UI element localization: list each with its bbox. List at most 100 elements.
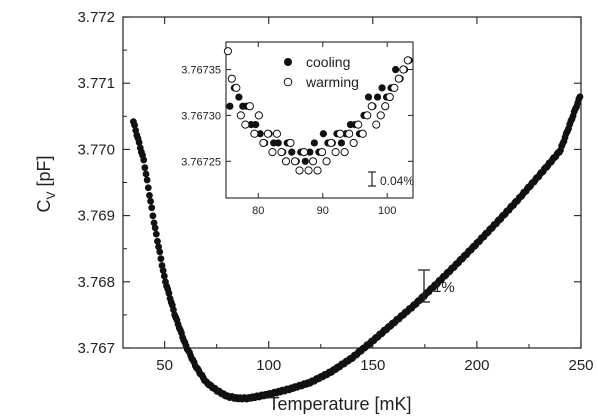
inset-point-warming [354, 120, 363, 129]
inset-point-warming [349, 138, 358, 148]
inset-point-warming [345, 129, 354, 138]
main-data-point [143, 176, 151, 184]
main-data-point [135, 139, 143, 146]
inset-point-warming [313, 166, 322, 175]
inset-point-cooling [364, 93, 373, 101]
inset-x-tick-label: 100 [378, 205, 396, 217]
inset-point-warming [331, 148, 340, 157]
inset-point-warming [317, 148, 327, 157]
inset-y-tick-label: 3.76730 [181, 110, 221, 122]
inset-point-warming [227, 74, 236, 83]
inset-point-warming [277, 148, 286, 157]
y-axis-title-unit: [pF] [34, 155, 54, 186]
inset-point-cooling [226, 102, 234, 110]
legend-marker-cooling [284, 58, 292, 66]
inset-point-cooling [306, 148, 314, 156]
main-y-tick-label: 3.771 [77, 75, 115, 92]
inset-y-tick-label: 3.76735 [181, 65, 221, 77]
inset-point-warming [299, 148, 309, 157]
inset-point-warming [376, 111, 385, 120]
main-data-point [151, 224, 159, 232]
inset-point-warming [241, 120, 250, 129]
inset-point-warming [390, 83, 399, 92]
inset-data-series [223, 47, 413, 175]
main-y-axis: 3.767 3.768 3.769 3.770 3.771 3.772 [77, 9, 581, 357]
main-data-point [141, 164, 149, 172]
svg-text:CV [pF]: CV [pF] [34, 155, 58, 212]
inset-point-warming [223, 47, 233, 56]
inset-point-cooling [373, 93, 382, 101]
inset-point-warming [286, 138, 295, 148]
inset-y-axis: 3.76725 3.76730 3.76735 [181, 65, 413, 168]
inset-point-warming [295, 166, 304, 175]
inset-point-warming [394, 74, 403, 83]
main-y-tick-label: 3.769 [77, 208, 115, 225]
main-data-point [156, 248, 164, 256]
inset-point-cooling [378, 84, 386, 92]
main-scale-bar-label: 1% [433, 279, 455, 296]
inset-legend: cooling warming [283, 54, 359, 90]
inset-point-warming [268, 148, 277, 157]
main-data-series [130, 93, 584, 403]
inset-point-warming [336, 129, 345, 138]
inset-point-warming [290, 157, 300, 166]
inset-point-warming [232, 83, 241, 92]
inset-point-warming [367, 102, 376, 111]
main-y-tick-label: 3.770 [77, 141, 115, 158]
inset-point-warming [254, 111, 263, 120]
inset-plot-frame [225, 41, 414, 199]
main-x-tick-label: 250 [568, 357, 593, 374]
inset-point-warming [403, 56, 412, 65]
inset-x-tick-label: 90 [317, 205, 329, 217]
inset-point-warming [340, 148, 349, 157]
main-y-tick-label: 3.768 [77, 274, 115, 291]
inset-point-cooling [391, 65, 400, 74]
y-axis-title-main: C [34, 200, 54, 213]
main-data-point [159, 267, 167, 275]
main-data-point [148, 204, 156, 212]
main-data-point [165, 289, 173, 297]
inset-point-warming [381, 102, 390, 111]
main-data-point [146, 191, 153, 199]
inset-point-warming [327, 138, 336, 148]
main-x-tick-label: 50 [156, 357, 173, 374]
inset-point-warming [363, 111, 372, 120]
inset-point-warming [308, 157, 318, 166]
main-data-point [157, 255, 165, 263]
inset-point-warming [372, 120, 381, 129]
inset-point-warming [358, 129, 367, 138]
main-data-point [149, 212, 157, 220]
inset-point-warming [263, 129, 273, 138]
inset-x-axis: 80 90 100 [252, 42, 396, 217]
inset-point-cooling [235, 93, 243, 101]
inset-point-warming [236, 111, 245, 120]
legend-marker-warming [283, 77, 293, 87]
main-x-tick-label: 100 [256, 357, 281, 374]
inset-point-warming [399, 65, 408, 74]
main-data-point [152, 230, 160, 238]
inset-point-cooling [319, 130, 327, 138]
main-data-point [140, 156, 148, 164]
main-data-point [131, 121, 138, 129]
inset-point-cooling [274, 139, 282, 147]
inset-point-warming [272, 129, 282, 138]
main-data-point [142, 170, 150, 178]
main-x-tick-label: 150 [360, 357, 385, 374]
main-data-point [144, 184, 152, 192]
inset-point-cooling [301, 157, 309, 165]
main-data-point [147, 197, 154, 205]
inset-point-warming [304, 166, 313, 175]
main-data-point [160, 272, 168, 280]
main-scale-bar: 1% [418, 269, 455, 303]
y-axis-title-subscript: V [44, 192, 58, 200]
main-data-point [154, 237, 161, 245]
inset-point-cooling [337, 139, 346, 147]
main-y-tick-label: 3.772 [77, 9, 115, 26]
main-y-tick-label: 3.767 [77, 340, 115, 357]
inset-point-warming [250, 129, 259, 138]
inset-x-tick-label: 80 [252, 205, 264, 217]
main-data-point [576, 93, 584, 101]
inset-scale-bar: 0.04% [368, 171, 414, 188]
y-axis-title: CV [pF] [34, 155, 58, 212]
